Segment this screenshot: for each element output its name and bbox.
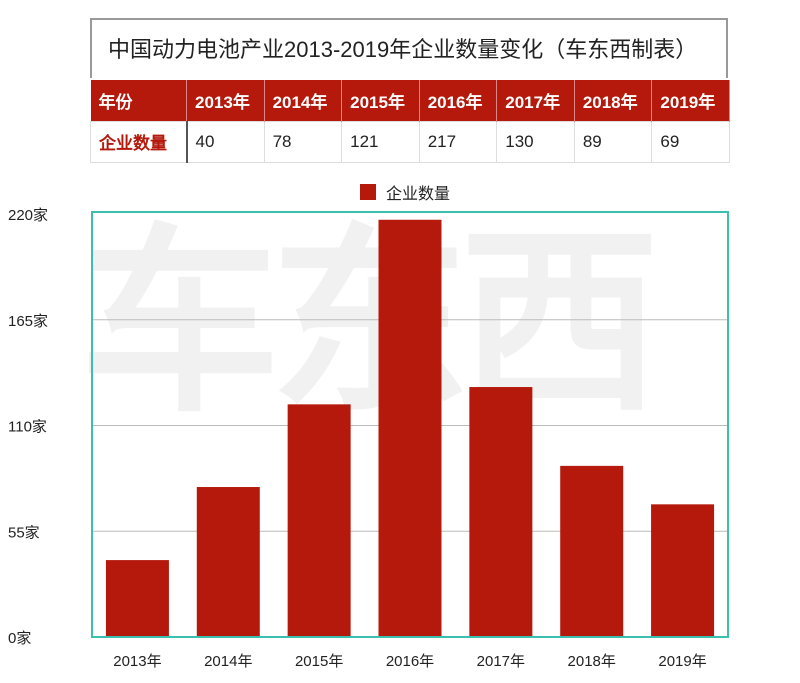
- bar: [105, 560, 169, 637]
- year-cell: 2015年: [341, 80, 420, 121]
- value-cell: 130: [496, 120, 575, 163]
- x-tick-label: 2014年: [204, 653, 252, 670]
- plot-frame: [91, 211, 729, 638]
- x-tick-label: 2013年: [113, 653, 161, 670]
- year-cell: 2018年: [574, 80, 653, 121]
- value-cell: 121: [341, 120, 420, 163]
- value-cell: 78: [263, 120, 343, 163]
- year-cell: 2017年: [496, 80, 575, 121]
- page-title: 中国动力电池产业2013-2019年企业数量变化（车东西制表）: [90, 18, 728, 78]
- y-tick-label: 165家: [8, 313, 48, 330]
- bar: [287, 404, 351, 637]
- row-label: 企业数量: [90, 120, 188, 163]
- legend: 企业数量: [360, 180, 450, 204]
- x-tick-label: 2017年: [477, 653, 525, 670]
- value-cell: 69: [651, 120, 730, 163]
- watermark-logo: 车东西: [80, 212, 660, 435]
- y-tick-label: 220家: [8, 207, 48, 224]
- data-table: 年份 2013年 2014年 2015年 2016年 2017年 2018年 2…: [90, 80, 730, 163]
- year-cell: 2014年: [264, 80, 343, 121]
- x-tick-label: 2018年: [568, 653, 616, 670]
- table-value-row: 企业数量 40 78 121 217 130 89 69: [90, 120, 730, 163]
- year-cell: 2016年: [419, 80, 498, 121]
- x-tick-label: 2019年: [658, 653, 706, 670]
- value-cell: 40: [186, 120, 265, 163]
- bar: [560, 465, 624, 637]
- table-header-row: 年份 2013年 2014年 2015年 2016年 2017年 2018年 2…: [90, 80, 730, 121]
- bar: [196, 487, 260, 637]
- x-tick-label: 2016年: [386, 653, 434, 670]
- y-tick-label: 0家: [8, 630, 31, 647]
- value-cell: 217: [418, 120, 498, 163]
- y-tick-label: 110家: [8, 419, 47, 436]
- bar: [469, 387, 533, 637]
- year-cell: 2019年: [651, 80, 730, 121]
- bar: [378, 219, 442, 637]
- value-cell: 89: [573, 120, 653, 163]
- year-cell: 2013年: [186, 80, 265, 121]
- y-tick-label: 55家: [8, 524, 40, 541]
- legend-swatch: [360, 184, 376, 200]
- legend-label: 企业数量: [386, 186, 451, 203]
- header-label: 年份: [90, 80, 187, 121]
- bar: [651, 504, 715, 637]
- x-tick-label: 2015年: [295, 653, 343, 670]
